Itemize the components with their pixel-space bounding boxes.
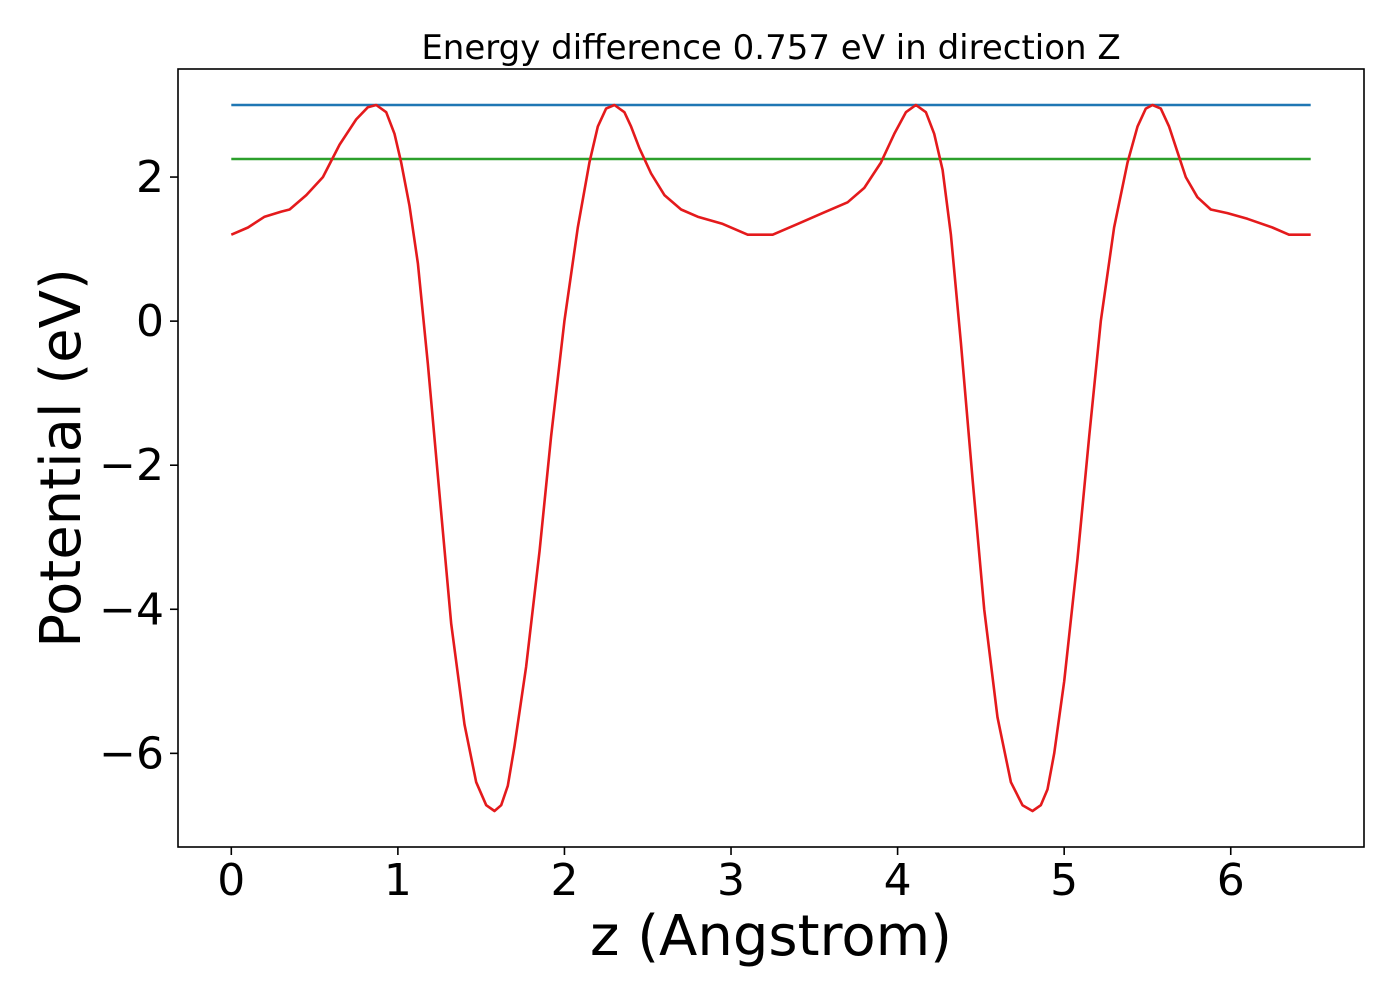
series-line-3 <box>230 103 1311 813</box>
plot-area <box>230 103 1311 813</box>
chart-title: Energy difference 0.757 eV in direction … <box>421 28 1120 68</box>
x-tick-label: 1 <box>384 855 412 906</box>
x-tick-label: 0 <box>217 855 245 906</box>
plot-frame <box>177 68 1365 848</box>
x-tick-label: 2 <box>550 855 578 906</box>
y-tick-label: −6 <box>99 728 164 779</box>
y-tick-label: 2 <box>136 152 164 203</box>
y-tick-label: 0 <box>136 296 164 347</box>
x-tick-label: 4 <box>884 855 912 906</box>
x-axis-label: z (Angstrom) <box>590 904 952 969</box>
y-tick-label: −2 <box>99 440 164 491</box>
y-axis-label: Potential (eV) <box>29 268 94 648</box>
x-tick-label: 3 <box>717 855 745 906</box>
y-axis: −6 −4 −2 0 2 <box>99 152 178 779</box>
y-tick-label: −4 <box>99 584 164 635</box>
x-tick-label: 5 <box>1050 855 1078 906</box>
x-axis: 0 1 2 3 4 5 6 <box>217 847 1245 906</box>
x-tick-label: 6 <box>1217 855 1245 906</box>
